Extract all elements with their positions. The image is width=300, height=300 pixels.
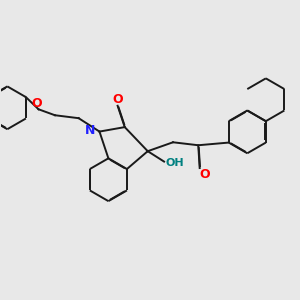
- Text: O: O: [112, 93, 123, 106]
- Text: N: N: [85, 124, 95, 136]
- Text: O: O: [200, 168, 210, 181]
- Text: OH: OH: [165, 158, 184, 168]
- Text: O: O: [32, 98, 42, 110]
